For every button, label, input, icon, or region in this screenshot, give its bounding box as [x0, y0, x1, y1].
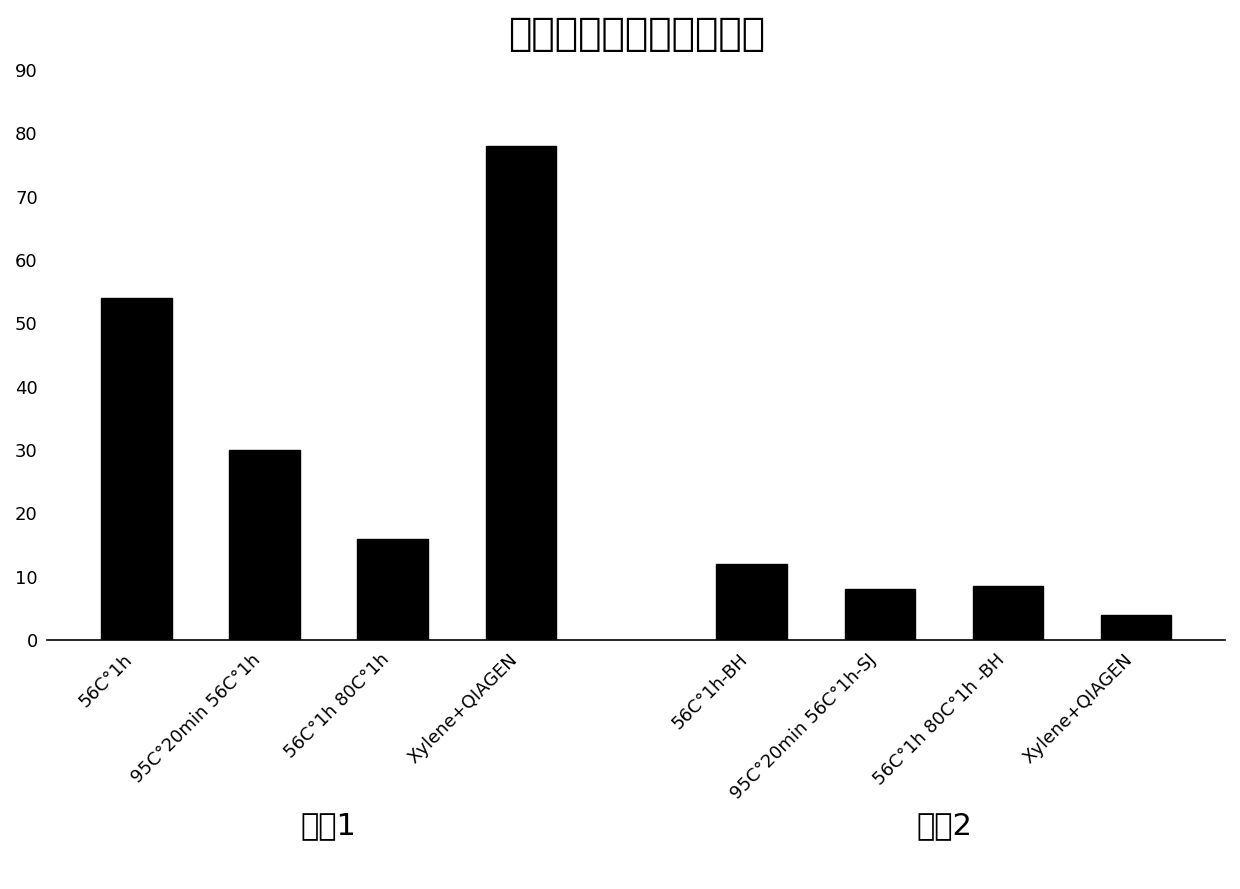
Bar: [972, 586, 1043, 640]
Title: 不同孵育方法核酸提取量: 不同孵育方法核酸提取量: [507, 15, 765, 53]
Text: 样朦2: 样朦2: [916, 811, 972, 840]
Bar: [229, 450, 300, 640]
Bar: [486, 146, 556, 640]
Bar: [717, 565, 787, 640]
Bar: [100, 298, 171, 640]
Text: 样朦1: 样朦1: [300, 811, 356, 840]
Bar: [357, 539, 428, 640]
Bar: [844, 589, 915, 640]
Bar: [1101, 615, 1172, 640]
